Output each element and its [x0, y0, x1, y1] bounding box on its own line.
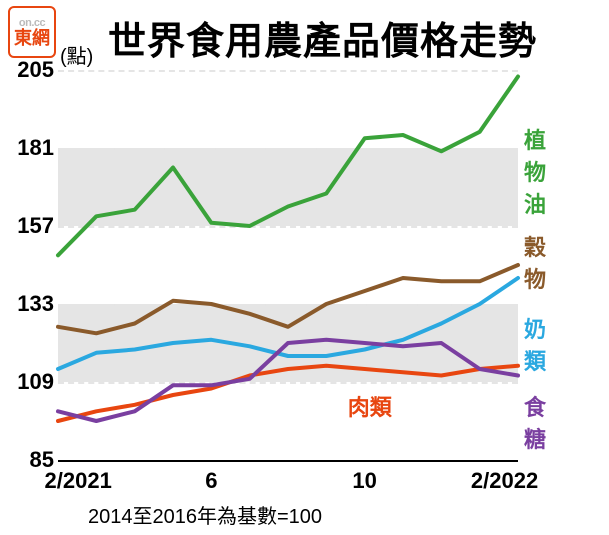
chart-lines — [58, 70, 518, 460]
series-grain — [58, 265, 518, 333]
y-tick-label: 181 — [10, 135, 54, 161]
chart-title: 世界食用農產品價格走勢 — [108, 10, 537, 65]
x-tick-label: 2/2022 — [471, 468, 538, 494]
y-tick-label: 157 — [10, 213, 54, 239]
x-tick-label: 6 — [205, 468, 217, 494]
series-label-dairy: 奶類 — [524, 312, 546, 376]
y-tick-label: 133 — [10, 291, 54, 317]
x-tick-label: 10 — [352, 468, 376, 494]
chart-footnote: 2014至2016年為基數=100 — [88, 500, 322, 529]
series-label-sugar: 食糖 — [524, 390, 546, 454]
series-label-grain: 穀物 — [524, 230, 546, 294]
y-tick-label: 205 — [10, 57, 54, 83]
plot-area: 85109133157181205 植物油穀物奶類肉類食糖 — [58, 70, 518, 460]
series-label-meat: 肉類 — [348, 390, 392, 422]
logo-brand-cn: 東網 — [14, 29, 50, 47]
y-tick-label: 109 — [10, 369, 54, 395]
y-axis-unit: (點) — [60, 40, 93, 69]
chart-container: on.cc 東網 (點) 世界食用農產品價格走勢 851091331571812… — [0, 0, 609, 535]
x-axis-line — [58, 460, 518, 462]
series-label-vegetable_oil: 植物油 — [524, 123, 546, 219]
source-logo: on.cc 東網 — [8, 6, 56, 58]
x-tick-label: 2/2021 — [45, 468, 112, 494]
series-vegetable_oil — [58, 77, 518, 256]
